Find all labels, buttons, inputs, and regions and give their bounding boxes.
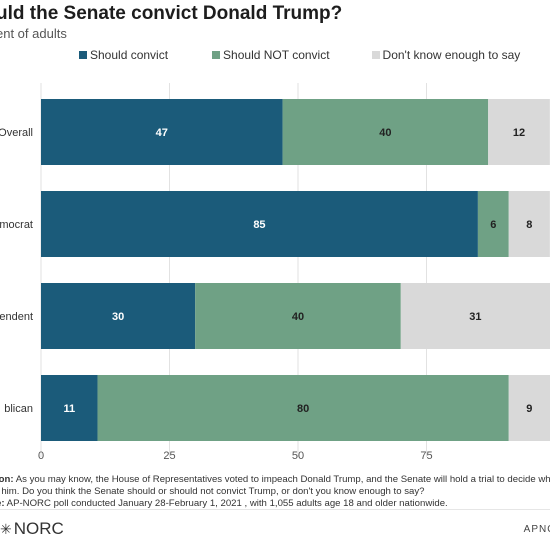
source-label: e: (0, 498, 5, 509)
source-note: e: AP-NORC poll conducted January 28-Feb… (0, 498, 546, 510)
bar-segment (488, 99, 550, 165)
category-label: mocrat (0, 219, 33, 231)
question-note: ion: As you may know, the House of Repre… (0, 474, 550, 486)
data-label: 80 (297, 403, 309, 415)
question-text-continued: t him. Do you think the Senate should or… (0, 486, 425, 497)
bar-segment (41, 283, 196, 349)
bar-segment (195, 283, 401, 349)
data-label: 9 (526, 403, 532, 415)
data-label: 6 (490, 219, 496, 231)
data-label: 31 (469, 311, 481, 323)
legend-label: Should convict (90, 48, 169, 62)
category-label: Overall (0, 127, 33, 139)
stacked-bar-chart: 02550751Overall474012mocrat8568pendent30… (0, 83, 550, 462)
data-label: 40 (292, 311, 304, 323)
category-label: pendent (0, 311, 33, 323)
chart-title: uld the Senate convict Donald Trump? (0, 3, 343, 24)
norc-logo-text: NORC (13, 519, 64, 538)
question-text: As you may know, the House of Representa… (15, 474, 550, 485)
legend-swatch (371, 51, 380, 59)
bar-segment (97, 375, 509, 441)
bar-segment (508, 191, 550, 257)
bar-segment (41, 99, 283, 165)
data-label: 40 (379, 127, 391, 139)
bar-segment (282, 99, 489, 165)
legend-label: Don't know enough to say (382, 48, 521, 62)
legend-label: Should NOT convict (223, 48, 330, 62)
legend-swatch (79, 51, 87, 59)
legend-swatch (212, 51, 221, 59)
legend: Should convict Should NOT convict Don't … (79, 48, 550, 62)
chart-notes: ion: As you may know, the House of Repre… (0, 474, 550, 510)
question-note-continued: t him. Do you think the Senate should or… (0, 486, 546, 498)
legend-item-not-convict: Should NOT convict (212, 48, 330, 62)
bar-segment (508, 375, 550, 441)
x-tick-label: 25 (163, 450, 175, 462)
data-label: 30 (112, 311, 124, 323)
norc-logo: ✳ NORC (0, 519, 64, 539)
source-text: AP-NORC poll conducted January 28-Februa… (6, 498, 448, 509)
x-tick-label: 50 (292, 450, 304, 462)
x-tick-label: 0 (38, 450, 44, 462)
legend-item-dont-know: Don't know enough to say (371, 48, 521, 62)
chart-subtitle: ent of adults (0, 26, 67, 41)
question-label: ion: (0, 474, 14, 485)
data-label: 11 (63, 403, 75, 415)
bar-segment (400, 283, 550, 349)
apnorc-credit: APNO (523, 524, 550, 535)
data-label: 8 (526, 219, 532, 231)
footer-divider (0, 509, 550, 510)
category-label: blican (4, 403, 33, 415)
norc-star-icon: ✳ (0, 521, 12, 537)
bar-segment (41, 191, 478, 257)
data-label: 85 (253, 219, 265, 231)
bar-segment (41, 375, 98, 441)
data-label: 12 (513, 127, 525, 139)
x-tick-label: 75 (420, 450, 432, 462)
bar-segment (477, 191, 509, 257)
legend-item-convict: Should convict (79, 48, 168, 62)
data-label: 47 (156, 127, 168, 139)
